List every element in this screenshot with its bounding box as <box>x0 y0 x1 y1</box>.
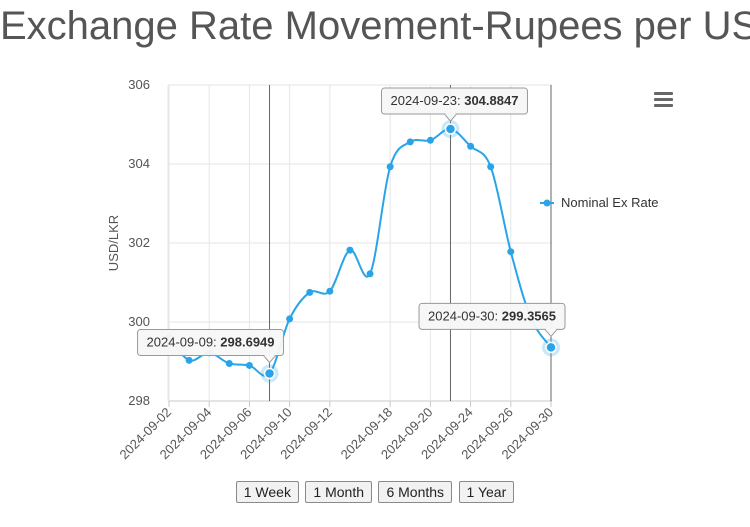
data-point <box>467 142 475 150</box>
tooltip-pointer <box>544 329 558 338</box>
tooltip-text: 2024-09-09: 298.6949 <box>147 335 275 350</box>
exchange-rate-chart: 2983003023043062024-09-022024-09-042024-… <box>106 77 659 462</box>
data-point-highlighted <box>444 123 457 135</box>
grid-layer <box>167 84 552 402</box>
tooltip-box <box>418 302 566 330</box>
hamburger-menu-icon[interactable] <box>654 92 673 107</box>
data-point <box>245 361 253 369</box>
y-axis-title: USD/LKR <box>106 215 121 271</box>
data-point <box>366 270 374 278</box>
tooltip-text: 2024-09-30: 299.3565 <box>428 308 556 323</box>
data-point <box>426 136 434 144</box>
series-layer <box>165 120 560 383</box>
data-point <box>406 138 414 146</box>
y-tick-label: 306 <box>128 77 150 92</box>
tooltip-value: 304.8847 <box>464 93 518 108</box>
tooltip-date: 2024-09-30: <box>428 308 502 323</box>
tooltip-box <box>137 329 285 357</box>
y-tick-label: 298 <box>128 393 150 408</box>
range-1-month-button[interactable]: 1 Month <box>305 481 373 503</box>
tooltip-value: 299.3565 <box>502 308 556 323</box>
data-point-highlighted <box>545 341 557 354</box>
data-point <box>286 315 294 323</box>
axis-layer: 2983003023043062024-09-022024-09-042024-… <box>106 77 556 462</box>
legend-label: Nominal Ex Rate <box>561 195 659 210</box>
data-point <box>346 246 354 254</box>
tooltip: 2024-09-30: 299.3565 <box>418 302 566 338</box>
tooltip-date: 2024-09-23: <box>390 93 464 108</box>
range-selector: 1 Week 1 Month 6 Months 1 Year <box>0 481 750 503</box>
data-point-highlighted <box>263 367 276 380</box>
tooltip-value: 298.6949 <box>220 335 274 350</box>
tooltip-pointer <box>263 355 276 364</box>
tooltip-date: 2024-09-09: <box>147 335 221 350</box>
data-point <box>487 163 495 171</box>
tooltip-pointer <box>444 113 457 122</box>
tooltip-layer: 2024-09-09: 298.6949 2024-09-23: 304.8847… <box>137 87 566 364</box>
data-point <box>507 248 515 256</box>
range-6-months-button[interactable]: 6 Months <box>378 481 453 503</box>
tooltip-text: 2024-09-23: 304.8847 <box>390 93 518 108</box>
data-point <box>326 287 334 295</box>
data-point <box>185 356 193 364</box>
y-tick-label: 302 <box>128 235 150 250</box>
y-tick-label: 300 <box>128 314 150 329</box>
data-point <box>386 163 394 171</box>
range-1-year-button[interactable]: 1 Year <box>458 481 515 503</box>
y-tick-label: 304 <box>128 156 150 171</box>
legend[interactable]: Nominal Ex Rate <box>540 195 659 210</box>
range-1-week-button[interactable]: 1 Week <box>235 481 299 503</box>
tooltip: 2024-09-23: 304.8847 <box>380 87 528 122</box>
page-title: Exchange Rate Movement-Rupees per USD <box>0 4 750 48</box>
data-point <box>306 288 314 296</box>
legend-marker <box>543 199 551 207</box>
tooltip: 2024-09-09: 298.6949 <box>137 329 285 364</box>
data-point <box>225 359 233 367</box>
